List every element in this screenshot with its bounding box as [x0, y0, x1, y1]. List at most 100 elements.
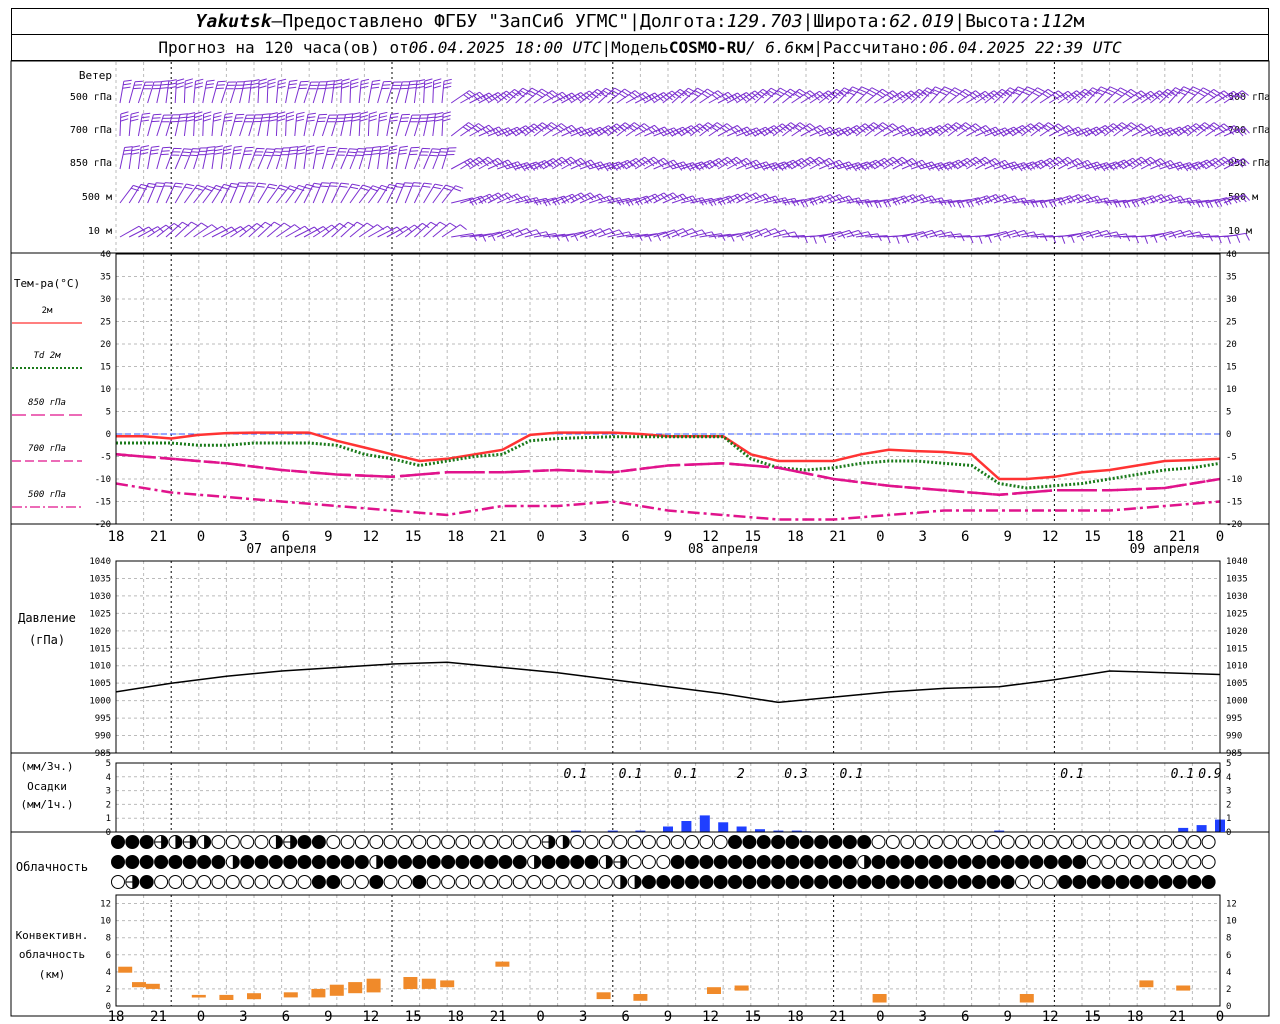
cloud-cover-circle — [441, 875, 456, 889]
wind-barb — [726, 126, 754, 137]
y-tick-label: 3 — [106, 787, 111, 797]
time-axis-hour-label: 0 — [197, 1009, 205, 1024]
convective-bar — [421, 978, 436, 989]
wind-barb — [1104, 233, 1131, 242]
wind-barb — [303, 112, 316, 137]
wind-barb-shape — [119, 225, 146, 238]
wind-barb-shape — [303, 145, 315, 170]
cloud-cover-circle — [254, 835, 269, 849]
cloud-cover-glyph — [1158, 875, 1173, 889]
wind-barb — [671, 162, 699, 172]
wind-barb-shape — [432, 222, 457, 238]
cloud-cover-circle — [1015, 835, 1029, 849]
wind-barb — [432, 184, 454, 204]
wind-barb — [404, 146, 420, 170]
convective-bar — [1176, 985, 1191, 991]
cloud-cover-circle — [814, 875, 829, 889]
wind-barb-shape — [1186, 159, 1214, 170]
cloud-cover-circle — [412, 835, 427, 849]
wind-barb-shape — [275, 147, 291, 170]
precip-bar — [791, 830, 802, 832]
cloud-cover-glyph — [555, 835, 570, 849]
wind-barb — [285, 225, 312, 238]
cloud-cover-circle — [871, 855, 886, 869]
wind-barb-shape — [423, 221, 448, 238]
precip-bar — [607, 830, 618, 832]
wind-barb-shape — [782, 88, 807, 104]
wind-barb — [634, 124, 661, 137]
wind-barb-shape — [340, 113, 354, 137]
wind-barb-shape — [874, 90, 900, 104]
wind-barb — [772, 122, 798, 137]
wind-barb-shape — [1030, 88, 1055, 104]
cloud-cover-circle — [641, 855, 656, 869]
cloud-cover-glyph — [197, 855, 212, 869]
y-tick-label: 25 — [1226, 318, 1237, 328]
wind-barb — [975, 157, 1002, 170]
wind-barb-shape — [487, 192, 514, 204]
legend-label: 850 гПа — [28, 398, 66, 408]
cloud-cover-circle — [555, 855, 570, 869]
wind-barb-shape — [1159, 126, 1186, 137]
wind-barb — [386, 145, 398, 170]
pressure-panel-unit: (гПа) — [29, 633, 65, 647]
wind-barb — [533, 90, 559, 104]
wind-barb-shape — [1196, 88, 1221, 104]
wind-barb — [202, 146, 216, 170]
wind-barb — [515, 161, 542, 171]
wind-barb — [413, 114, 429, 137]
cloud-cover-circle — [986, 875, 1001, 889]
wind-barb-shape — [993, 87, 1018, 104]
cloud-cover-glyph — [1172, 855, 1187, 869]
time-axis-hour-label: 12 — [702, 1009, 719, 1024]
wind-barb-shape — [588, 87, 613, 104]
wind-barb-shape — [699, 233, 726, 241]
wind-barb — [349, 78, 359, 104]
wind-barb-shape — [782, 199, 809, 208]
cloud-cover-glyph — [311, 875, 326, 889]
wind-level-label: 10 м — [88, 226, 112, 237]
time-axis-hour-label: 3 — [579, 1009, 587, 1024]
cloud-cover-circle — [1144, 855, 1159, 869]
wind-barb — [874, 123, 900, 137]
wind-barb-shape — [202, 79, 215, 104]
wind-barb-shape — [883, 156, 909, 170]
wind-barb-shape — [312, 145, 326, 170]
time-axis-hour-label: 3 — [919, 1009, 927, 1024]
wind-barb — [901, 127, 928, 137]
wind-barb — [239, 146, 254, 170]
cloud-cover-circle — [1201, 855, 1216, 869]
wind-barb — [966, 156, 992, 170]
wind-barb — [202, 111, 212, 137]
wind-barb — [303, 145, 315, 170]
cloud-cover-glyph — [656, 835, 671, 849]
wind-barb-shape — [662, 126, 689, 137]
wind-barb-shape — [929, 86, 953, 104]
cloud-cover-circle — [139, 855, 154, 869]
wind-barb — [349, 184, 371, 204]
cloud-cover-glyph — [369, 835, 384, 849]
y-tick-label: 6 — [106, 951, 111, 961]
legend-label: Td 2м — [33, 351, 61, 361]
wind-barb-shape — [266, 112, 278, 137]
precip-bar — [718, 822, 729, 832]
cloud-cover-glyph — [928, 855, 943, 869]
wind-barb-shape — [726, 92, 753, 104]
model-name: COSMO-RU — [668, 38, 746, 57]
wind-barb-shape — [1141, 233, 1168, 241]
wind-barb-shape — [147, 113, 162, 137]
cloud-cover-circle — [1086, 835, 1101, 849]
y-tick-label: 1005 — [89, 679, 111, 689]
wind-barb-shape — [929, 199, 956, 208]
cloud-cover-glyph — [168, 875, 183, 889]
cloud-cover-circle — [283, 855, 298, 869]
cloud-cover-circle — [484, 835, 499, 849]
wind-barb — [266, 222, 292, 238]
wind-barb — [561, 92, 588, 104]
y-tick-label: 0 — [106, 828, 111, 838]
wind-barb-shape — [745, 88, 770, 104]
wind-barb — [1196, 198, 1223, 208]
y-tick-label: -10 — [1226, 475, 1242, 485]
cloud-cover-glyph — [469, 855, 484, 869]
cloud-cover-glyph — [1101, 875, 1116, 889]
